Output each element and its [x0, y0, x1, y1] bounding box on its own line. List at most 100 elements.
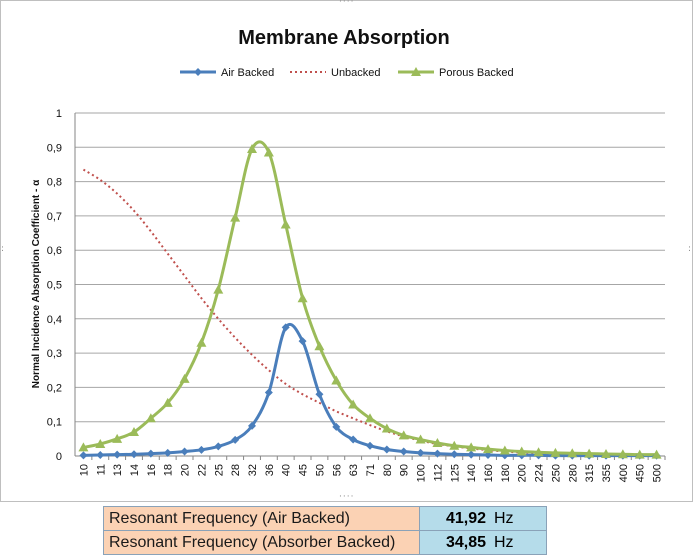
- resize-handle-top[interactable]: ····: [339, 0, 355, 7]
- data-point-triangle: [247, 144, 257, 154]
- data-point-triangle: [516, 446, 527, 456]
- data-point-triangle: [331, 375, 342, 385]
- resize-handle-bottom[interactable]: ····: [339, 492, 355, 502]
- y-tick-label: 0: [56, 451, 62, 463]
- data-point-diamond: [79, 451, 88, 460]
- data-point-triangle: [499, 445, 510, 455]
- chart-frame: ···· : : ····: [0, 0, 693, 502]
- data-point-triangle: [432, 437, 443, 447]
- data-point-triangle: [280, 219, 291, 229]
- legend-label: Air Backed: [221, 67, 274, 79]
- data-point-triangle: [466, 442, 477, 452]
- resize-handle-left[interactable]: :: [1, 244, 6, 254]
- x-tick-label: 112: [432, 464, 444, 482]
- y-tick-label: 0,4: [47, 314, 62, 326]
- series-line: [82, 168, 657, 457]
- x-tick-label: 450: [635, 464, 647, 482]
- y-tick-label: 0,3: [47, 348, 62, 360]
- x-tick-label: 50: [314, 464, 326, 476]
- result-value: 34,85: [445, 533, 486, 551]
- x-tick-label: 71: [365, 464, 377, 476]
- result-row-absorber-backed: Resonant Frequency (Absorber Backed) 34,…: [103, 530, 547, 555]
- x-tick-label: 13: [112, 464, 124, 476]
- y-axis-title: Normal Incidence Absorption Coefficient …: [31, 179, 42, 388]
- series-lines: [82, 140, 657, 458]
- chart: Membrane Absorption Air Backed Unbacked Po…: [31, 27, 666, 482]
- data-point-triangle: [112, 433, 123, 443]
- data-point-triangle: [297, 293, 308, 303]
- data-point-diamond: [332, 422, 341, 431]
- data-point-diamond: [349, 435, 358, 444]
- x-tick-label: 18: [163, 464, 175, 476]
- data-point-diamond: [416, 448, 425, 457]
- data-point-diamond: [214, 442, 223, 451]
- data-point-triangle: [415, 434, 426, 444]
- legend-label: Unbacked: [331, 67, 381, 79]
- x-tick-label: 315: [584, 464, 596, 482]
- data-point-triangle: [449, 440, 460, 450]
- data-point-diamond: [96, 450, 105, 459]
- x-tick-label: 280: [567, 464, 579, 482]
- x-tick-label: 16: [146, 464, 158, 476]
- x-tick-label: 56: [331, 464, 343, 476]
- data-point-triangle: [196, 337, 207, 347]
- x-tick-label: 90: [399, 464, 411, 476]
- data-point-triangle: [348, 399, 359, 409]
- y-tick-label: 0,1: [47, 417, 62, 429]
- data-point-triangle: [617, 449, 628, 459]
- data-point-diamond: [264, 388, 273, 397]
- data-point-diamond: [382, 445, 391, 454]
- results-table: Resonant Frequency (Air Backed) 41,92 Hz …: [103, 506, 547, 555]
- data-point-triangle: [533, 447, 544, 457]
- resize-handle-right[interactable]: :: [688, 244, 693, 254]
- data-point-diamond: [450, 450, 459, 459]
- data-point-triangle: [179, 373, 190, 383]
- data-point-diamond: [366, 441, 374, 450]
- y-tick-label: 1: [56, 108, 62, 120]
- x-tick-label: 20: [180, 464, 192, 476]
- x-tick-label: 140: [466, 464, 478, 482]
- data-point-triangle: [584, 448, 595, 458]
- data-point-triangle: [381, 423, 392, 433]
- data-point-triangle: [213, 284, 224, 294]
- data-point-diamond: [231, 435, 240, 444]
- series-line: [83, 140, 657, 457]
- data-point-triangle: [230, 212, 241, 222]
- data-point-triangle: [263, 147, 274, 157]
- data-point-diamond: [163, 448, 172, 457]
- x-tick-label: 28: [230, 464, 242, 476]
- y-tick-label: 0,9: [47, 142, 62, 154]
- result-unit: Hz: [494, 509, 514, 527]
- data-point-diamond: [248, 421, 256, 430]
- y-tick-label: 0,6: [47, 245, 62, 257]
- x-tick-label: 180: [500, 464, 512, 482]
- result-value: 41,92: [445, 509, 486, 527]
- x-tick-label: 100: [416, 464, 428, 482]
- result-label: Resonant Frequency (Air Backed): [103, 506, 420, 531]
- y-tick-label: 0,7: [47, 211, 62, 223]
- x-tick-label: 22: [196, 464, 208, 476]
- data-point-diamond: [315, 390, 324, 399]
- data-point-triangle: [550, 447, 561, 457]
- data-point-triangle: [651, 449, 662, 459]
- x-tick-label: 224: [534, 464, 546, 482]
- data-point-diamond: [197, 445, 206, 454]
- x-tick-label: 250: [550, 464, 562, 482]
- legend: Air Backed Unbacked Porous Backed: [180, 67, 514, 79]
- result-value-cell: 34,85 Hz: [419, 530, 547, 555]
- x-tick-label: 200: [517, 464, 529, 482]
- data-point-triangle: [634, 449, 645, 459]
- chart-title: Membrane Absorption: [238, 27, 450, 49]
- x-tick-label: 10: [78, 464, 90, 476]
- data-point-triangle: [411, 67, 421, 76]
- result-label: Resonant Frequency (Absorber Backed): [103, 530, 420, 555]
- x-tick-label: 25: [213, 464, 225, 476]
- data-point-diamond: [298, 337, 307, 346]
- data-point-triangle: [601, 448, 611, 458]
- data-point-diamond: [399, 447, 408, 456]
- data-point-triangle: [145, 413, 156, 423]
- data-point-diamond: [130, 450, 138, 459]
- series-markers: [78, 144, 662, 460]
- data-point-diamond: [146, 449, 155, 458]
- data-point-diamond: [467, 450, 476, 459]
